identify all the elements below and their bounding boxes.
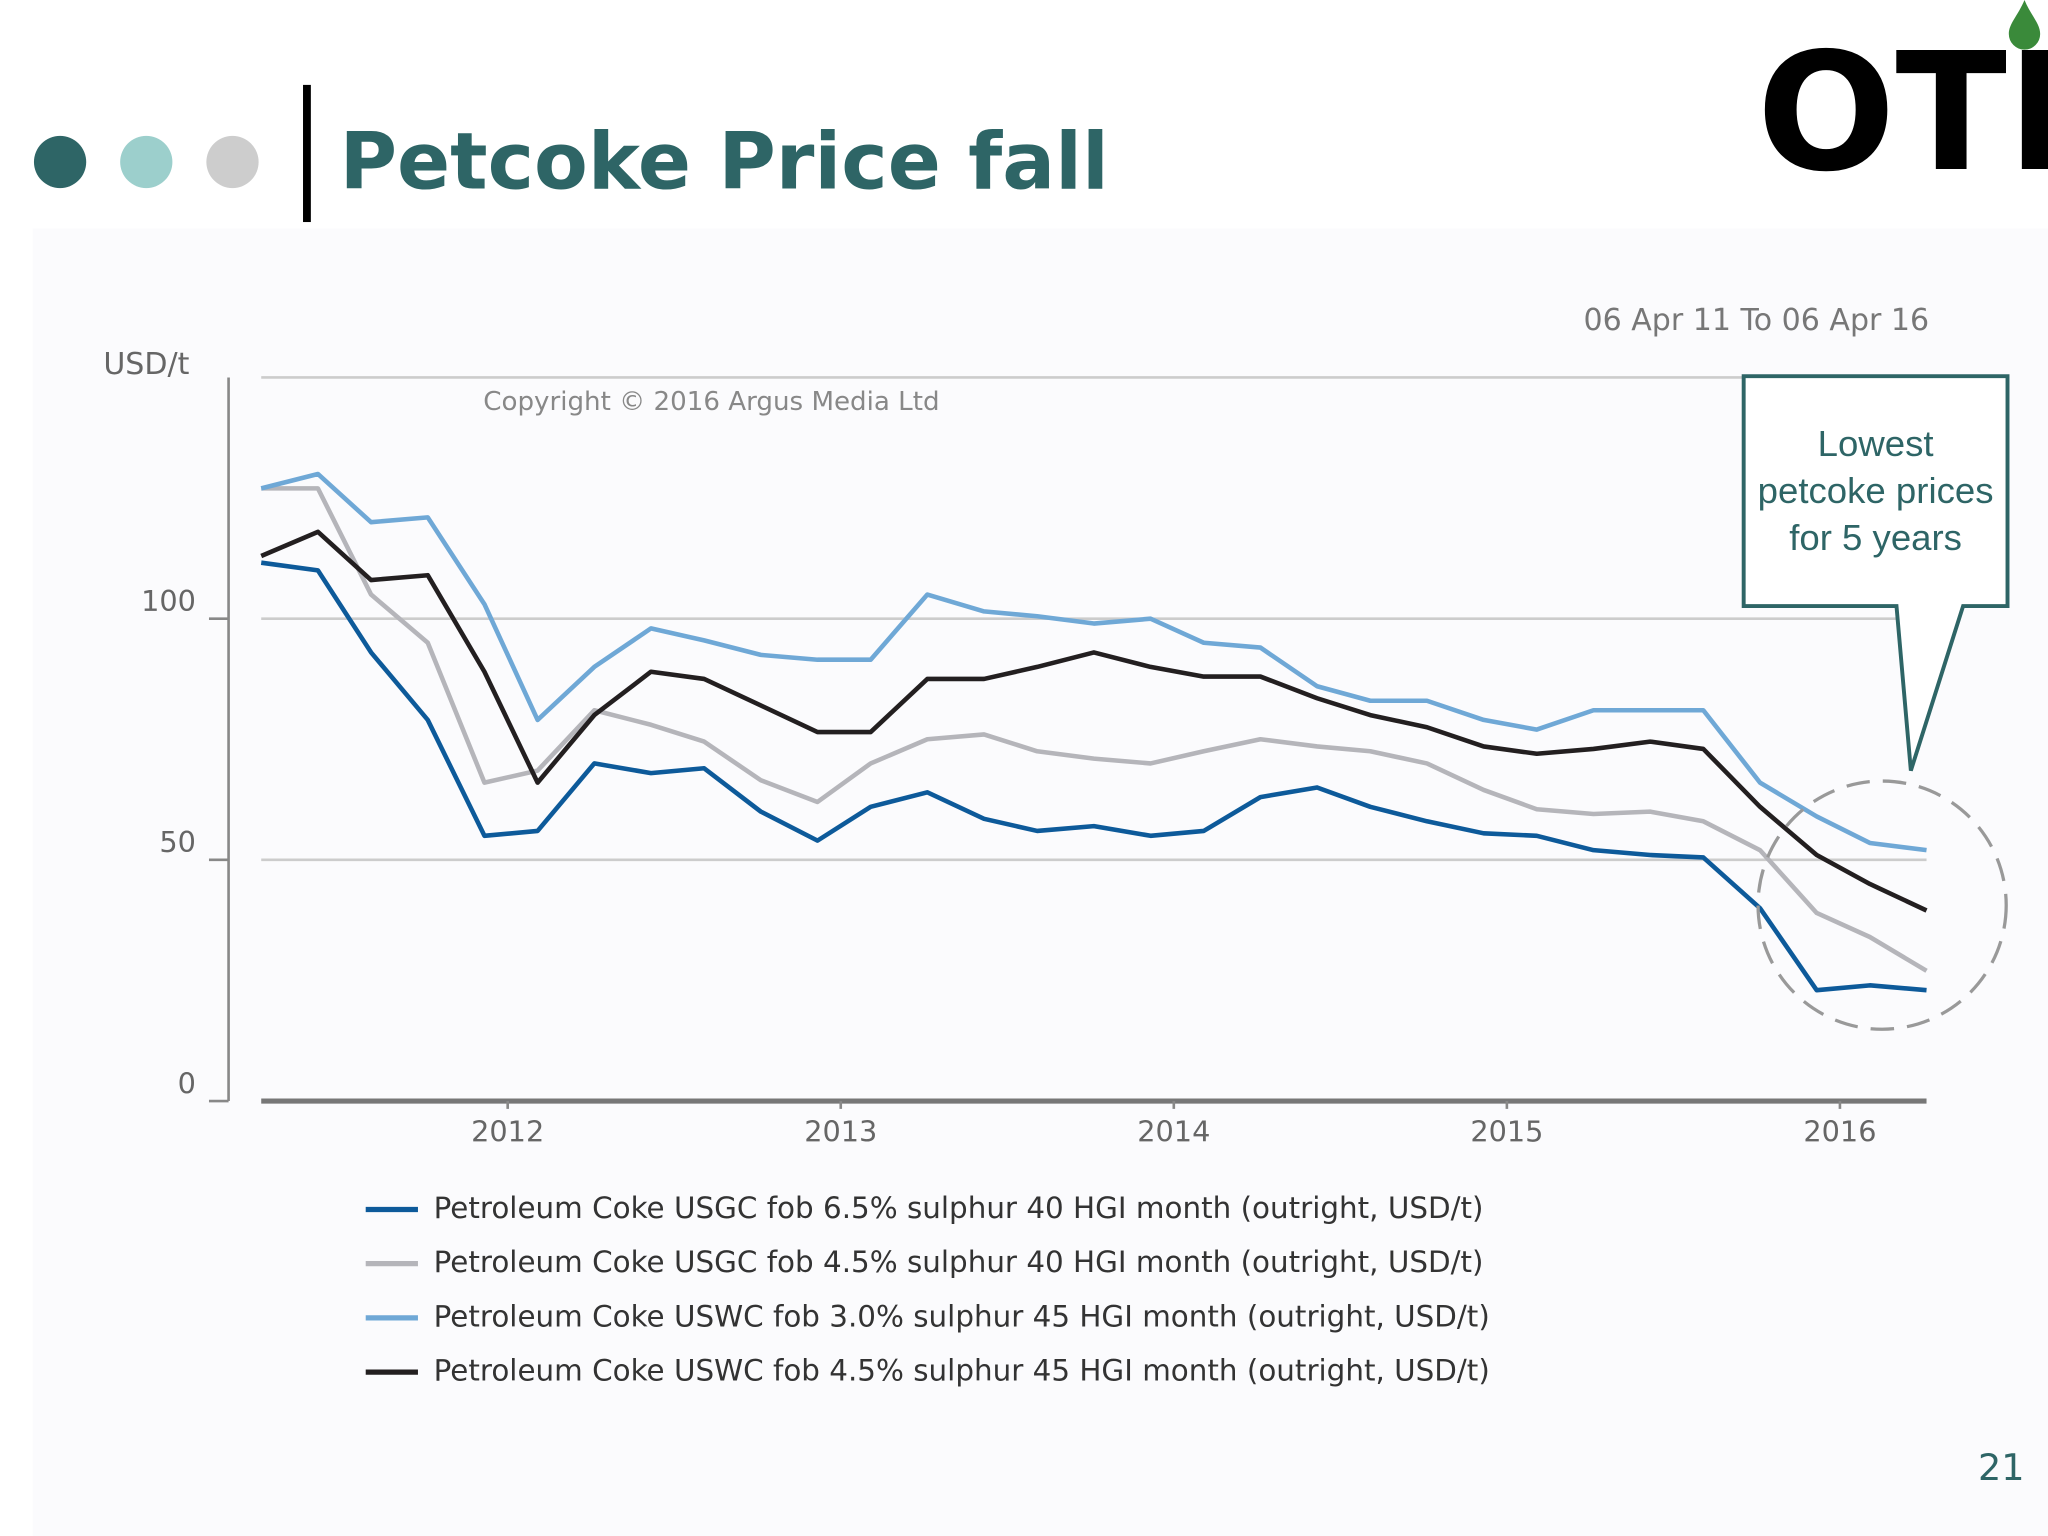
callout-text: Lowest petcoke prices for 5 years xyxy=(1757,423,1994,558)
legend-label: Petroleum Coke USWC fob 3.0% sulphur 45 … xyxy=(434,1299,1490,1333)
x-tick-label: 2015 xyxy=(1470,1115,1543,1149)
legend-label: Petroleum Coke USGC fob 4.5% sulphur 40 … xyxy=(434,1245,1484,1279)
legend: Petroleum Coke USGC fob 6.5% sulphur 40 … xyxy=(365,1191,1490,1388)
y-tick-label: 100 xyxy=(141,584,196,618)
slide-title: Petcoke Price fall xyxy=(340,117,1109,208)
copyright: Copyright © 2016 Argus Media Ltd xyxy=(483,387,939,417)
series-line xyxy=(260,471,1927,853)
series-line xyxy=(261,486,1928,973)
y-tick-label: 50 xyxy=(159,825,196,859)
series-line xyxy=(260,560,1927,993)
highlight-circle xyxy=(1756,779,2008,1031)
x-tick-label: 2016 xyxy=(1803,1115,1876,1149)
y-tick-label: 0 xyxy=(178,1066,196,1100)
y-axis-label: USD/t xyxy=(103,347,189,382)
x-tick-label: 2013 xyxy=(804,1115,877,1149)
series-line xyxy=(260,529,1928,913)
plot: 0 50 100 2012 2013 2014 2015 2016 xyxy=(141,376,1928,1149)
legend-label: Petroleum Coke USGC fob 6.5% sulphur 40 … xyxy=(434,1191,1484,1225)
x-tick-label: 2014 xyxy=(1137,1115,1210,1149)
callout: Lowest petcoke prices for 5 years xyxy=(1757,423,1994,558)
decor-dot xyxy=(33,135,87,189)
page-number: 21 xyxy=(1978,1446,2025,1489)
logo-drop xyxy=(2008,0,2041,50)
logo: OTI xyxy=(1757,17,2048,208)
x-tick-label: 2012 xyxy=(471,1115,544,1149)
legend-label: Petroleum Coke USWC fob 4.5% sulphur 45 … xyxy=(434,1354,1490,1388)
date-range: 06 Apr 11 To 06 Apr 16 xyxy=(1583,303,1929,338)
decor-dot xyxy=(206,135,259,189)
callout-box xyxy=(1741,374,2010,772)
decor-dot xyxy=(120,135,173,189)
title-bar xyxy=(303,84,311,223)
